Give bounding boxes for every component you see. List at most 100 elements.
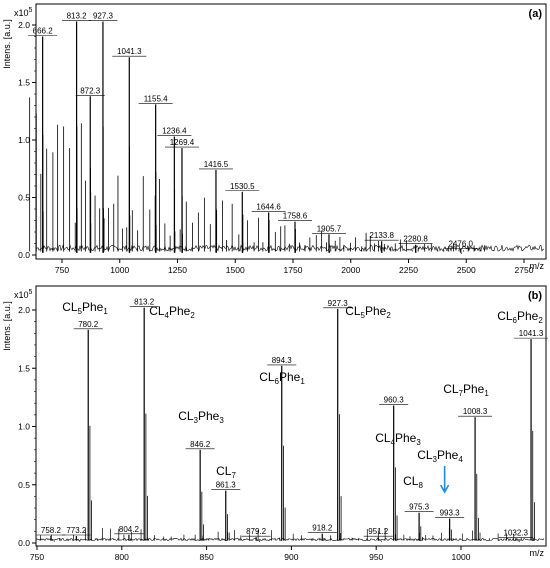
y-tick-label: 1.0 [18,135,30,145]
peak-label: 758.2 [41,526,62,535]
x-axis-label: m/z [530,261,545,271]
annotation-subscript: 3 [194,416,199,425]
y-multiplier: x105 [14,289,33,300]
y-multiplier-exponent: 5 [29,7,33,14]
annotation-residue: Phe [169,304,191,318]
annotation-name: CL [259,370,275,384]
y-multiplier-exponent: 5 [29,289,33,296]
annotation-residue: Phe [437,448,459,462]
cluster-annotation: CL7 [216,464,236,480]
x-tick-label: 750 [55,265,69,275]
annotation-residue: Phe [198,409,220,423]
y-tick-label: 1.5 [18,78,30,88]
chart-panel-b: (b) 0.0 0.5 1.0 1.5 2.0 750 800 850 900 950 1000 Int… [2,285,549,562]
x-tick-label: 2000 [341,265,360,275]
annotation-subscript: 3 [433,455,438,464]
annotation-name: CL [375,431,391,445]
x-tick-label: 1750 [284,265,303,275]
annotation-name: CL [497,309,513,323]
annotation-subscript: 2 [386,311,391,320]
annotation-name: CL [417,448,433,462]
cluster-annotation: CL3Phe3 [178,409,224,425]
peak-label: 773.2 [66,526,87,535]
cluster-annotation: CL6Phe1 [259,370,305,386]
cluster-annotation: CL4Phe3 [375,431,421,447]
annotation-residue: Phe [463,382,485,396]
peak-label: 1041.3 [117,47,142,56]
peak-label: 846.2 [190,440,211,449]
annotation-name: CL [62,300,78,314]
peak-label: 951.2 [368,527,389,536]
peak-label: 872.3 [80,86,101,95]
cluster-annotation: CL4Phe2 [149,304,195,320]
annotation-residue: Phe [365,304,387,318]
annotation-name: CL [178,409,194,423]
peak-label: 1530.5 [230,182,255,191]
y-axis-label: Intens. [a.u.] [2,301,12,351]
peak-label: 666.2 [33,27,54,36]
x-axis-label: m/z [530,548,545,558]
x-tick-label: 750 [30,552,44,562]
peak-label: 813.2 [67,12,88,21]
panel-label: (b) [528,290,542,302]
panel-label: (a) [529,8,543,20]
peak-label: 1236.4 [162,127,187,136]
annotation-residue: Phe [82,300,104,314]
peak-label: 879.2 [246,527,267,536]
spectrum-baseline [35,537,545,542]
y-tick-label: 0.5 [18,193,30,203]
y-tick-label: 0.0 [18,538,30,548]
cluster-annotation: CL7Phe1 [443,382,489,398]
annotation-name: CL [443,382,459,396]
peak-label: 2476.0 [448,239,473,248]
annotation-subscript: 3 [416,438,421,447]
annotation-residue: Phe [279,370,301,384]
annotation-subscript: 5 [78,307,83,316]
annotation-residue: Phe [395,431,417,445]
annotation-subscript: 5 [361,311,366,320]
peak-label: 960.3 [384,396,405,405]
annotation-name: CL [216,464,232,478]
peak-label: 1269.4 [170,138,195,147]
annotation-name: CL [149,304,165,318]
y-tick-label: 2.0 [18,20,30,30]
annotation-subscript: 4 [458,455,463,464]
peak-label: 1758.6 [283,212,308,221]
chart-panel-a: (a) 0.0 0.5 1.0 1.5 2.0 750 1000 1250 1500 1750 200… [2,3,547,275]
peak-label: 927.3 [93,12,114,21]
annotation-subscript: 8 [418,481,423,490]
y-tick-label: 1.5 [18,363,30,373]
peak-label: 813.2 [134,298,155,307]
annotation-subscript: 4 [165,311,170,320]
peak-label: 1008.3 [463,407,488,416]
x-tick-label: 1000 [110,265,129,275]
peak-label: 1416.5 [204,160,229,169]
x-tick-label: 850 [200,552,214,562]
peak-label: 780.2 [78,320,99,329]
annotation-residue: Phe [517,309,539,323]
annotation-subscript: 6 [513,316,518,325]
cluster-annotation: CL6Phe2 [497,309,543,325]
annotation-subscript: 1 [484,389,489,398]
y-tick-label: 2.0 [18,305,30,315]
peak-label: 927.3 [328,299,349,308]
x-tick-label: 2750 [515,265,534,275]
y-tick-label: 0.0 [18,250,30,260]
x-tick-label: 2250 [399,265,418,275]
peak-label: 1032.3 [504,528,529,537]
peak-label: 2280.8 [403,235,428,244]
annotation-name: CL [403,474,419,488]
x-tick-label: 2500 [457,265,476,275]
x-tick-label: 1250 [168,265,187,275]
annotation-subscript: 3 [219,416,224,425]
y-axis-label: Intens. [a.u.] [2,19,12,69]
peak-label: 2133.8 [369,231,394,240]
annotation-subscript: 6 [275,377,280,386]
annotation-subscript: 4 [391,438,396,447]
peak-label: 1905.7 [317,224,342,233]
peak-label: 804.2 [119,525,140,534]
annotation-name: CL [345,304,361,318]
annotation-subscript: 1 [103,307,108,316]
cluster-annotation: CL5Phe1 [62,300,108,316]
